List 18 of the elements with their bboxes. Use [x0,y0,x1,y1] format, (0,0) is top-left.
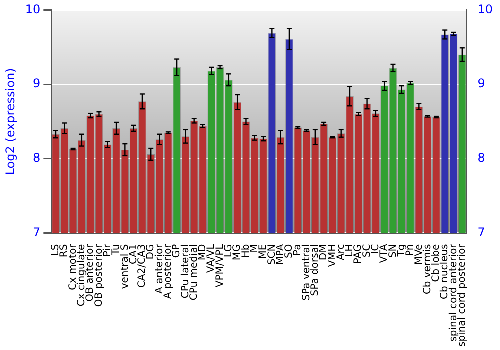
x-tick-label: MVe [414,244,425,266]
y2-tick-label: 10 [478,2,494,16]
y2-tick-label: 7 [478,225,486,240]
x-tick-label: Tg [396,244,408,258]
x-tick-label: OB posterior [94,243,105,308]
y-axis-title: Log2 (expression) [3,68,18,176]
x-tick-label: Pa [292,244,304,256]
y-tick-label: 7 [33,225,41,240]
y2-tick-label: 8 [478,151,486,166]
x-tick-label: RS [59,244,70,258]
x-tick-label: spinal cord posterior [457,243,468,348]
x-tick-label: GP [172,244,183,258]
y-tick-label: 8 [33,151,41,166]
y-tick-label: 10 [25,2,41,16]
x-tick-label: A posterior [163,243,174,300]
y2-tick-label: 9 [478,76,486,91]
x-tick-label: DG [146,244,157,260]
y-tick-label: 9 [33,76,41,91]
